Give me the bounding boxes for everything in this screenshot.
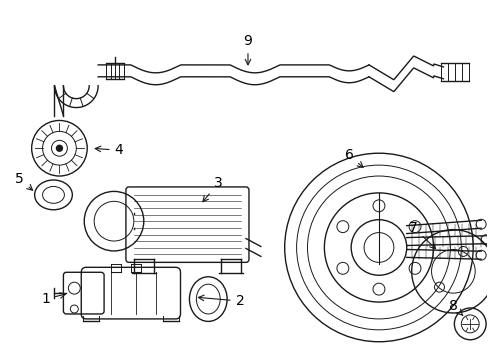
- Text: 3: 3: [203, 176, 222, 202]
- Text: 2: 2: [198, 294, 244, 308]
- Text: 5: 5: [15, 172, 33, 190]
- Text: 6: 6: [344, 148, 362, 167]
- Circle shape: [56, 145, 62, 151]
- Text: 4: 4: [95, 143, 123, 157]
- Text: 8: 8: [448, 299, 462, 315]
- Text: 7: 7: [408, 221, 435, 249]
- Text: 1: 1: [41, 292, 65, 306]
- Text: 9: 9: [243, 34, 252, 65]
